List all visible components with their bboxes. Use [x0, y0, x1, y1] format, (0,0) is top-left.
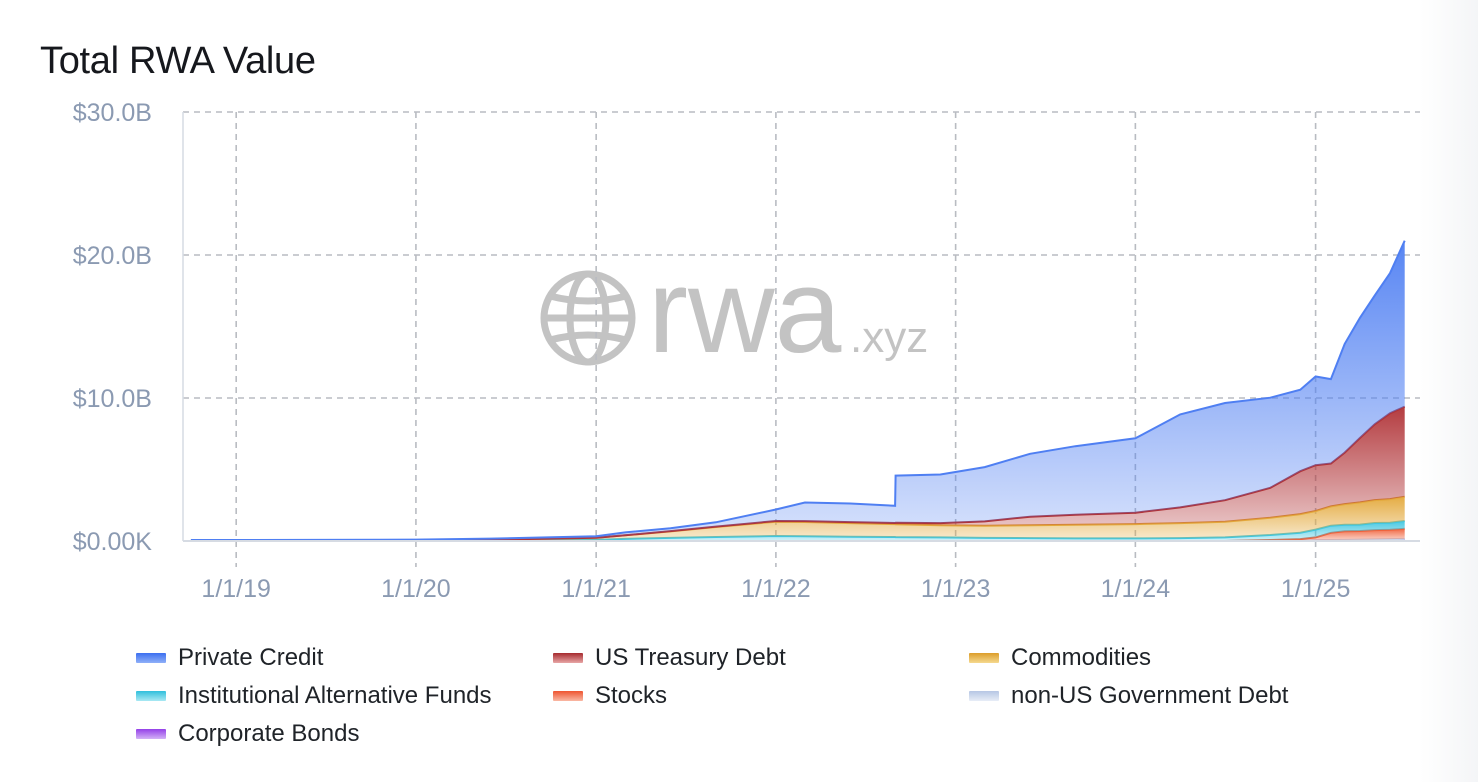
- legend-label: US Treasury Debt: [595, 644, 786, 671]
- legend-item-corporate-bonds[interactable]: Corporate Bonds: [136, 720, 359, 748]
- legend-swatch: [969, 691, 999, 701]
- legend-label: Institutional Alternative Funds: [178, 682, 492, 709]
- watermark: rwa .xyz: [540, 244, 928, 378]
- x-tick-label: 1/1/19: [201, 575, 271, 603]
- panel-edge: [1420, 0, 1478, 782]
- legend-label: Commodities: [1011, 644, 1152, 671]
- legend-swatch: [136, 653, 166, 663]
- watermark-text: rwa: [648, 244, 842, 378]
- y-tick-label: $10.0B: [73, 385, 152, 413]
- x-tick-label: 1/1/23: [921, 575, 991, 603]
- legend-item-us-treasury-debt[interactable]: US Treasury Debt: [553, 644, 786, 672]
- legend-item-non-us-government-debt[interactable]: non-US Government Debt: [969, 682, 1288, 710]
- line-private-credit: [190, 240, 1406, 541]
- y-axis-ticks: $0.00K $10.0B $20.0B $30.0B: [73, 99, 153, 556]
- legend-item-institutional-alternative-funds[interactable]: Institutional Alternative Funds: [136, 682, 492, 710]
- legend-label: non-US Government Debt: [1011, 682, 1289, 709]
- x-tick-label: 1/1/24: [1101, 575, 1171, 603]
- y-tick-label: $20.0B: [73, 242, 152, 270]
- legend-swatch: [136, 691, 166, 701]
- x-tick-label: 1/1/20: [381, 575, 451, 603]
- legend-item-commodities[interactable]: Commodities: [969, 644, 1151, 672]
- series-areas: [190, 240, 1406, 542]
- legend-item-stocks[interactable]: Stocks: [553, 682, 667, 710]
- area-private-credit[interactable]: [190, 240, 1405, 541]
- axes: [182, 112, 1420, 542]
- legend-swatch: [136, 729, 166, 739]
- chart-title: Total RWA Value: [40, 40, 316, 82]
- globe-icon: [540, 270, 636, 366]
- legend-item-private-credit[interactable]: Private Credit: [136, 644, 323, 672]
- x-axis-ticks: 1/1/19 1/1/20 1/1/21 1/1/22 1/1/23 1/1/24 1/1/…: [201, 575, 1350, 603]
- y-tick-label: $30.0B: [73, 99, 152, 127]
- legend-label: Stocks: [595, 682, 668, 709]
- y-tick-label: $0.00K: [73, 528, 153, 556]
- legend-swatch: [969, 653, 999, 663]
- legend-swatch: [553, 653, 583, 663]
- x-tick-label: 1/1/21: [561, 575, 631, 603]
- legend-swatch: [553, 691, 583, 701]
- area-commodities[interactable]: [190, 496, 1405, 541]
- watermark-suffix: .xyz: [850, 313, 928, 362]
- x-tick-label: 1/1/25: [1281, 575, 1351, 603]
- legend-label: Private Credit: [178, 644, 324, 671]
- legend-label: Corporate Bonds: [178, 720, 360, 747]
- x-tick-label: 1/1/22: [741, 575, 811, 603]
